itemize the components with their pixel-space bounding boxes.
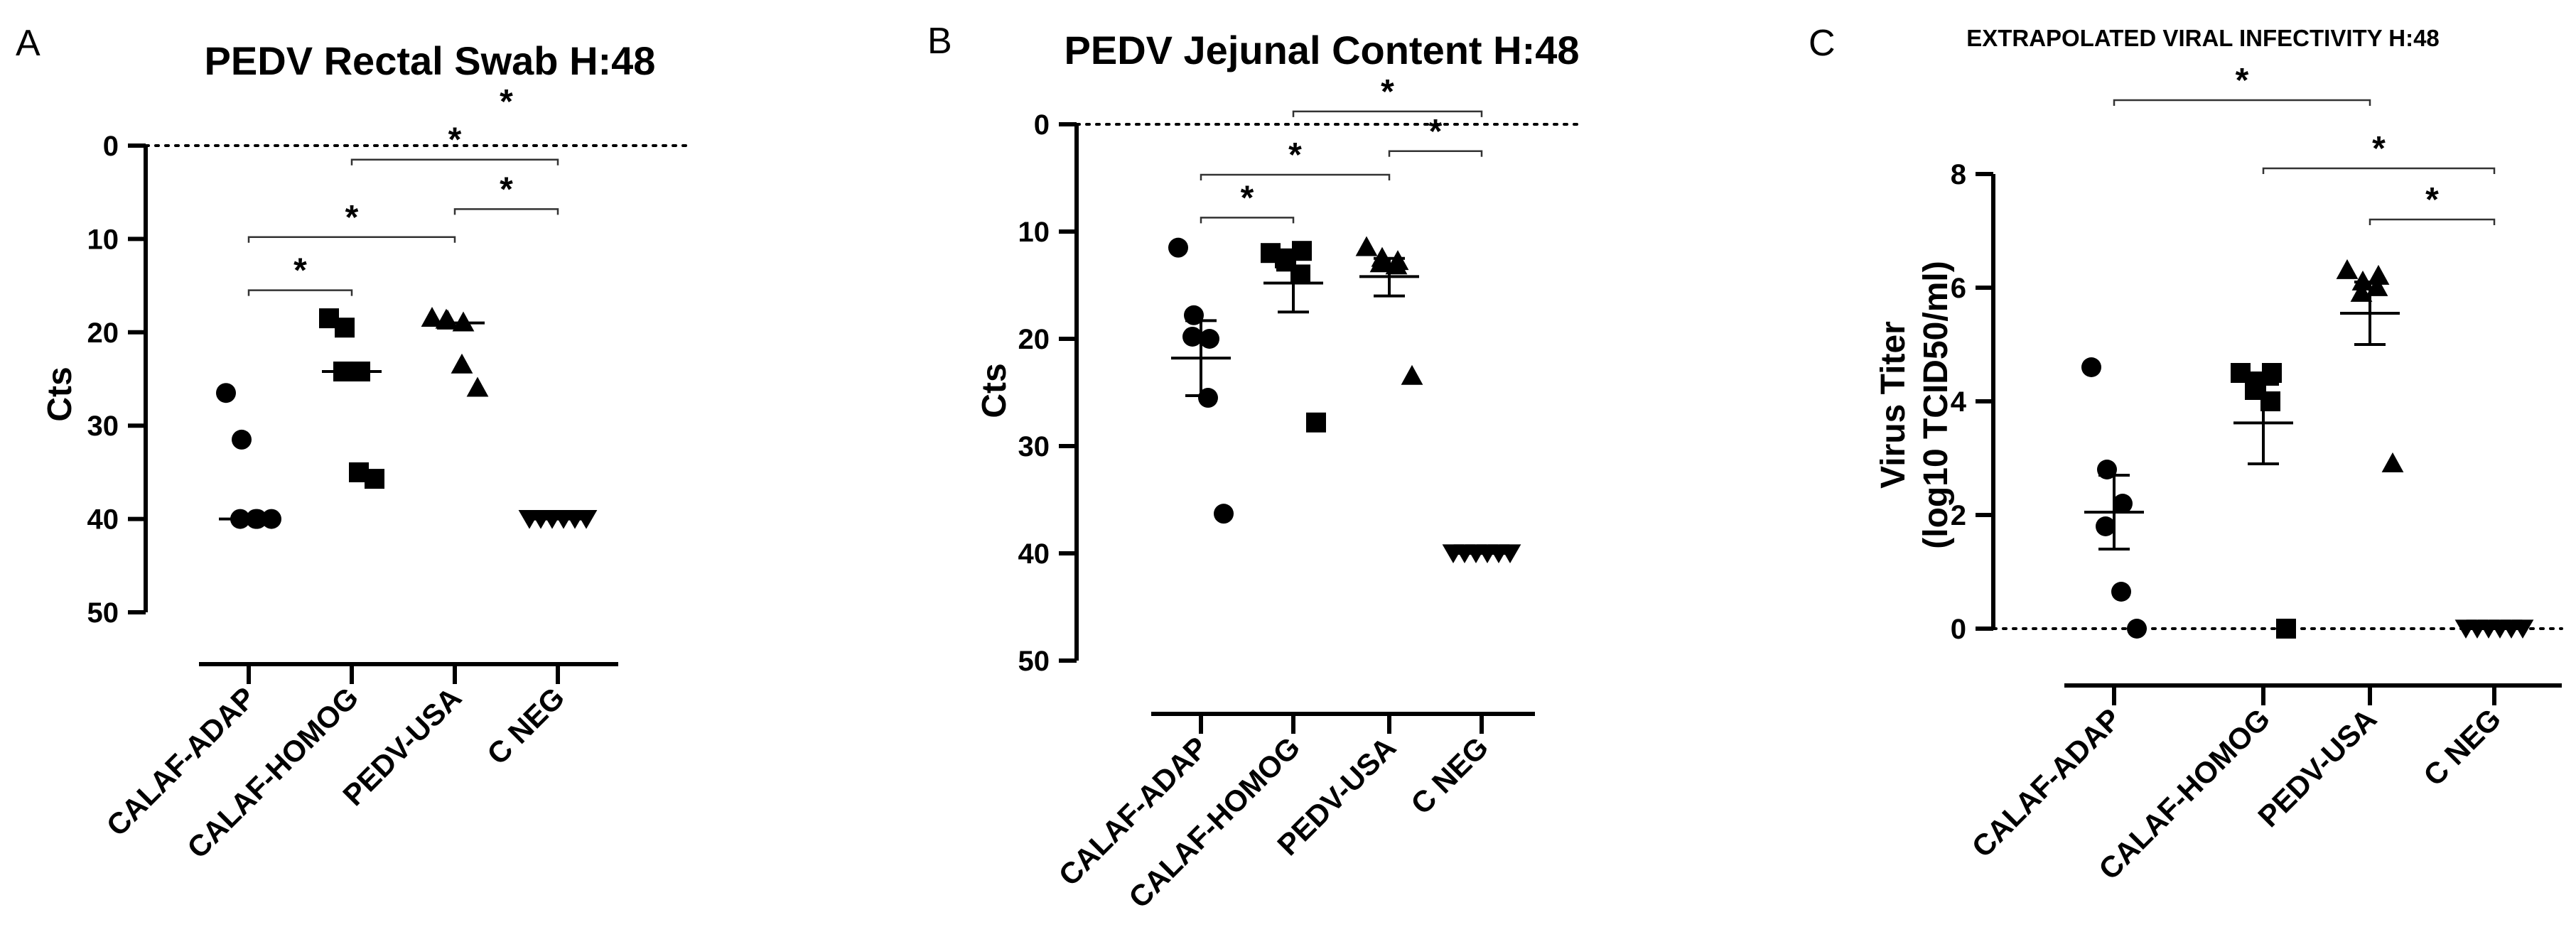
data-point [2381,452,2404,472]
data-point [2111,582,2131,602]
y-tick-label: 0 [1951,614,1966,645]
data-point [1369,252,1392,273]
y-tick-label: 0 [103,131,119,162]
x-tick-label: CALAF-HOMOG [1122,730,1306,914]
significance-bracket [247,236,456,243]
data-point [2276,619,2296,639]
y-tick-label: 40 [87,504,119,536]
x-tick-label: CALAF-HOMOG [180,680,365,864]
chart-title-c: EXTRAPOLATED VIRAL INFECTIVITY H:48 [1966,25,2440,51]
data-point [216,383,236,403]
x-tick-label: C NEG [1404,730,1494,820]
panel-a: 01020304050CALAF-ADAPCALAF-HOMOGPEDV-USA… [87,83,691,864]
significance-star: * [2236,62,2249,99]
data-point [1306,412,1326,433]
y-axis-title-b: Cts [976,363,1013,418]
significance-star: * [2425,181,2439,219]
data-point [2096,516,2116,536]
data-point [1401,364,1423,385]
y-tick-label: 50 [87,597,119,629]
significance-star: * [500,83,513,121]
y-axis-title-a: Cts [41,367,79,421]
data-point [1182,326,1202,347]
y-tick-label: 4 [1951,386,1967,418]
y-axis-title-c: Virus Titer [1875,321,1912,489]
significance-star: * [1241,179,1254,217]
significance-bracket [1200,173,1391,180]
x-tick-label: C NEG [2417,702,2507,792]
data-point [2367,264,2390,285]
significance-bracket [1200,217,1295,224]
y-tick-label: 6 [1951,273,1966,304]
y-tick-label: 20 [87,318,119,349]
data-point [1355,236,1378,256]
data-point [2113,494,2133,514]
panel-label-b: B [927,21,952,62]
data-point [1214,504,1234,524]
significance-bracket [1388,150,1483,157]
x-tick-label: C NEG [480,680,571,771]
significance-star: * [500,170,513,208]
chart-title-b: PEDV Jejunal Content H:48 [1064,28,1579,72]
data-point [335,318,355,338]
y-tick-label: 0 [1034,109,1050,141]
data-point [2351,270,2374,291]
data-point [452,311,475,332]
y-tick-label: 40 [1018,538,1050,570]
significance-star: * [1288,136,1302,174]
data-point [2366,276,2388,296]
data-point [2262,363,2282,383]
data-point [451,353,473,374]
data-point [365,469,384,489]
significance-star: * [448,121,462,159]
y-tick-label: 8 [1951,159,1966,190]
significance-star: * [2372,130,2386,168]
significance-star: * [1381,73,1394,111]
y-tick-label: 10 [1018,217,1050,248]
panel-b: 01020304050CALAF-ADAPCALAF-HOMOGPEDV-USA… [1018,73,1579,914]
significance-star: * [1429,113,1443,151]
significance-bracket [2262,167,2496,174]
data-point [2127,619,2147,639]
data-point [466,376,489,397]
y-tick-label: 30 [1018,431,1050,462]
y-tick-label: 2 [1951,500,1966,531]
significance-bracket [453,208,559,215]
data-point [1200,329,1219,349]
chart-title-a: PEDV Rectal Swab H:48 [205,38,656,83]
significance-star: * [293,252,307,290]
y-tick-label: 20 [1018,324,1050,355]
data-point [1198,388,1218,408]
y-tick-label: 10 [87,224,119,255]
data-point [1385,254,1408,275]
panel-label-c: C [1809,23,1836,64]
y-tick-label: 30 [87,411,119,442]
significance-bracket [1292,110,1483,117]
data-point [2336,259,2359,279]
significance-star: * [345,199,359,237]
data-point [435,308,458,329]
y-tick-label: 50 [1018,646,1050,677]
y-axis-title-c-units: (log10 TCID50/ml) [1917,261,1955,548]
panel-label-a: A [16,23,41,64]
data-point [232,429,252,450]
data-point [2350,281,2373,302]
data-point [1292,241,1312,261]
significance-bracket [350,158,559,166]
significance-bracket [2113,99,2371,106]
significance-bracket [2368,218,2496,225]
x-tick-label: CALAF-ADAP [1965,702,2127,864]
data-point [1168,237,1188,258]
significance-bracket [247,289,353,296]
data-point [2081,357,2101,377]
